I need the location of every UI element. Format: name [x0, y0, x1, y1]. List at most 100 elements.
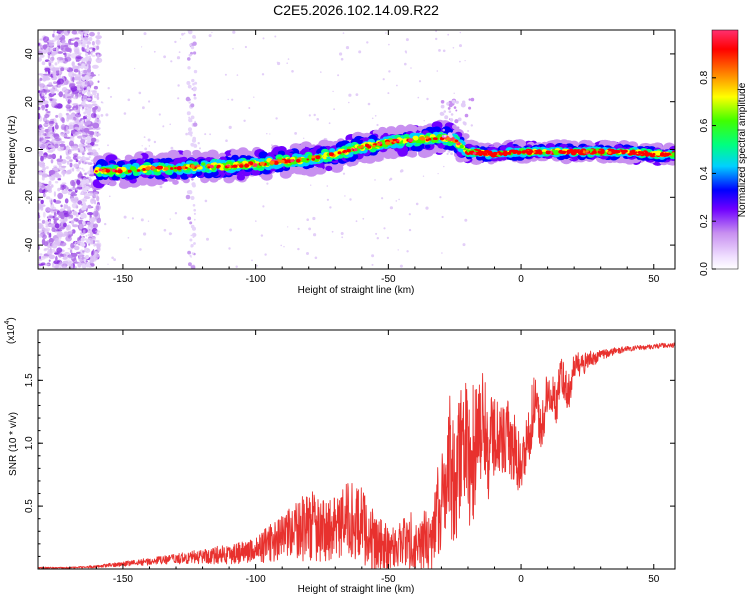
heatmap-noise-cell	[81, 90, 86, 95]
heatmap-ridge-cell	[269, 160, 275, 165]
heatmap-noise-cell	[190, 234, 193, 237]
heatmap-noise-cell	[86, 68, 92, 73]
heatmap-noise-cell	[66, 145, 69, 148]
heatmap-noise-cell	[355, 93, 359, 96]
heatmap-noise-cell	[87, 233, 91, 237]
heatmap-ridge-cell	[289, 159, 294, 163]
heatmap-noise-cell	[52, 47, 56, 51]
spectrogram-heatmap	[38, 30, 675, 269]
heatmap-noise-cell	[52, 71, 57, 78]
heatmap-noise-cell	[96, 45, 100, 50]
heatmap-ridge-cell	[325, 165, 333, 172]
heatmap-noise-cell	[248, 107, 251, 109]
heatmap-noise-cell	[38, 73, 44, 76]
heatmap-noise-cell	[85, 235, 88, 237]
heatmap-noise-cell	[84, 99, 87, 102]
heatmap-ridge-cell	[145, 166, 151, 171]
heatmap-noise-cell	[84, 162, 87, 165]
heatmap-noise-cell	[94, 240, 100, 243]
heatmap-noise-cell	[98, 148, 100, 150]
heatmap-noise-cell	[85, 199, 87, 202]
heatmap-noise-cell	[162, 125, 165, 128]
heatmap-noise-cell	[287, 226, 289, 228]
heatmap-noise-cell	[208, 34, 212, 38]
heatmap-ridge-cell	[468, 98, 471, 101]
heatmap-noise-cell	[41, 219, 46, 224]
heatmap-noise-cell	[191, 182, 196, 187]
heatmap-noise-cell	[72, 224, 79, 228]
heatmap-noise-cell	[56, 158, 63, 162]
heatmap-noise-cell	[187, 66, 191, 70]
heatmap-noise-cell	[80, 139, 85, 144]
heatmap-ridge-cell	[197, 164, 201, 167]
heatmap-noise-cell	[92, 210, 99, 217]
heatmap-noise-cell	[448, 110, 452, 113]
heatmap-noise-cell	[297, 247, 300, 251]
heatmap-ridge-cell	[346, 148, 352, 153]
heatmap-noise-cell	[48, 42, 54, 47]
heatmap-noise-cell	[243, 119, 246, 123]
heatmap-noise-cell	[54, 238, 59, 242]
heatmap-noise-cell	[80, 65, 84, 69]
heatmap-noise-cell	[110, 95, 112, 98]
heatmap-noise-cell	[74, 241, 77, 247]
heatmap-noise-cell	[75, 159, 79, 163]
heatmap-noise-cell	[123, 215, 127, 219]
heatmap-noise-cell	[43, 193, 47, 197]
heatmap-noise-cell	[193, 242, 196, 245]
heatmap-ridge-cell	[446, 137, 451, 141]
heatmap-ridge-cell	[249, 162, 253, 165]
heatmap-noise-cell	[95, 39, 100, 45]
heatmap-noise-cell	[193, 233, 197, 237]
heatmap-noise-cell	[147, 138, 151, 142]
heatmap-noise-cell	[355, 220, 358, 223]
heatmap-noise-cell	[59, 143, 66, 147]
heatmap-noise-cell	[64, 56, 72, 62]
heatmap-noise-cell	[38, 150, 44, 155]
heatmap-noise-cell	[153, 50, 156, 53]
heatmap-ridge-cell	[521, 150, 526, 154]
heatmap-noise-cell	[83, 36, 89, 41]
heatmap-noise-cell	[423, 120, 425, 122]
heatmap-noise-cell	[93, 85, 98, 90]
heatmap-ridge-cell	[315, 167, 324, 174]
heatmap-noise-cell	[54, 223, 60, 229]
heatmap-noise-cell	[168, 232, 172, 236]
heatmap-noise-cell	[38, 183, 43, 188]
heatmap-noise-cell	[341, 236, 344, 239]
heatmap-noise-cell	[408, 213, 411, 216]
heatmap-noise-cell	[84, 192, 88, 199]
heatmap-noise-cell	[192, 82, 195, 86]
heatmap-noise-cell	[345, 46, 350, 50]
heatmap-noise-cell	[67, 30, 71, 34]
heatmap-ridge-cell	[163, 166, 169, 171]
heatmap-ridge-cell	[471, 150, 475, 153]
heatmap-ridge-cell	[353, 148, 358, 152]
heatmap-noise-cell	[143, 32, 147, 36]
heatmap-noise-cell	[83, 135, 85, 138]
heatmap-noise-cell	[52, 126, 55, 133]
heatmap-noise-cell	[57, 233, 62, 240]
heatmap-noise-cell	[89, 31, 95, 37]
heatmap-noise-cell	[406, 250, 409, 253]
heatmap-ridge-cell	[570, 150, 575, 154]
heatmap-noise-cell	[53, 229, 59, 233]
heatmap-noise-cell	[211, 31, 213, 34]
heatmap-noise-cell	[61, 170, 66, 175]
heatmap-noise-cell	[141, 145, 143, 147]
heatmap-noise-cell	[94, 105, 98, 110]
heatmap-noise-cell	[100, 101, 103, 104]
heatmap-noise-cell	[87, 91, 91, 95]
heatmap-noise-cell	[52, 209, 60, 212]
heatmap-noise-cell	[54, 124, 59, 130]
heatmap-noise-cell	[52, 262, 55, 268]
heatmap-noise-cell	[86, 135, 91, 140]
heatmap-noise-cell	[57, 147, 64, 152]
heatmap-noise-cell	[50, 184, 54, 188]
heatmap-noise-cell	[72, 245, 76, 248]
heatmap-noise-cell	[92, 90, 97, 96]
heatmap-noise-cell	[190, 142, 195, 147]
heatmap-noise-cell	[88, 79, 93, 83]
heatmap-noise-cell	[82, 169, 86, 172]
heatmap-noise-cell	[44, 220, 49, 226]
